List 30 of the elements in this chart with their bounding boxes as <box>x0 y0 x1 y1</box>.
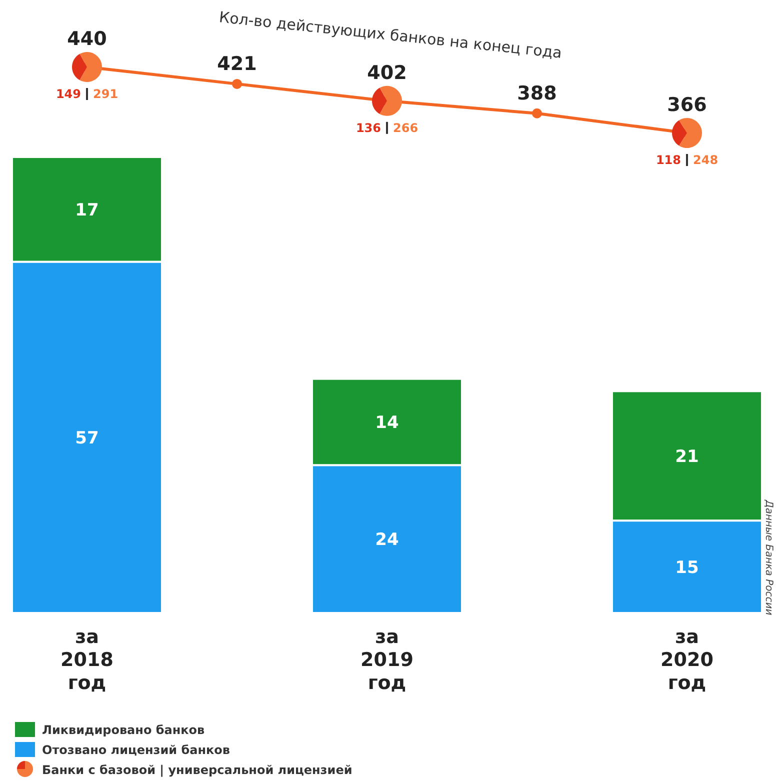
pie-slice <box>372 88 387 114</box>
data-label: 136 <box>356 120 381 135</box>
legend-label: Ликвидировано банков <box>42 723 206 737</box>
data-label: 266 <box>393 120 418 135</box>
data-label: 421 <box>217 52 257 75</box>
data-label: 14 <box>375 412 399 433</box>
data-label: 57 <box>75 428 99 448</box>
data-label: 402 <box>367 62 407 84</box>
data-label: 17 <box>75 200 99 220</box>
data-label: 366 <box>667 94 707 116</box>
data-label: 118 <box>656 153 681 167</box>
pie-slice <box>679 118 702 148</box>
data-label: 248 <box>693 153 718 167</box>
data-label: 149 <box>56 87 81 101</box>
data-label: 388 <box>517 82 557 104</box>
x-tick-label: за 2018 год <box>60 626 114 694</box>
legend-label: Отозвано лицензий банков <box>42 743 230 757</box>
data-label: 291 <box>93 87 118 101</box>
data-label: 440 <box>67 28 107 50</box>
pie-slice <box>380 86 402 116</box>
x-tick-label: за 2019 год <box>360 626 414 694</box>
data-label: 21 <box>675 446 699 467</box>
data-label: 24 <box>375 530 399 550</box>
annotation: Данные Банка России <box>763 499 774 616</box>
text: Банки с базовой | универсальной лицензией <box>42 763 352 777</box>
x-tick-label: за 2020 год <box>660 626 714 694</box>
data-label: 15 <box>675 558 699 578</box>
pie-slice <box>72 54 87 80</box>
pie-slice <box>80 52 102 82</box>
pie-slice <box>672 120 687 146</box>
